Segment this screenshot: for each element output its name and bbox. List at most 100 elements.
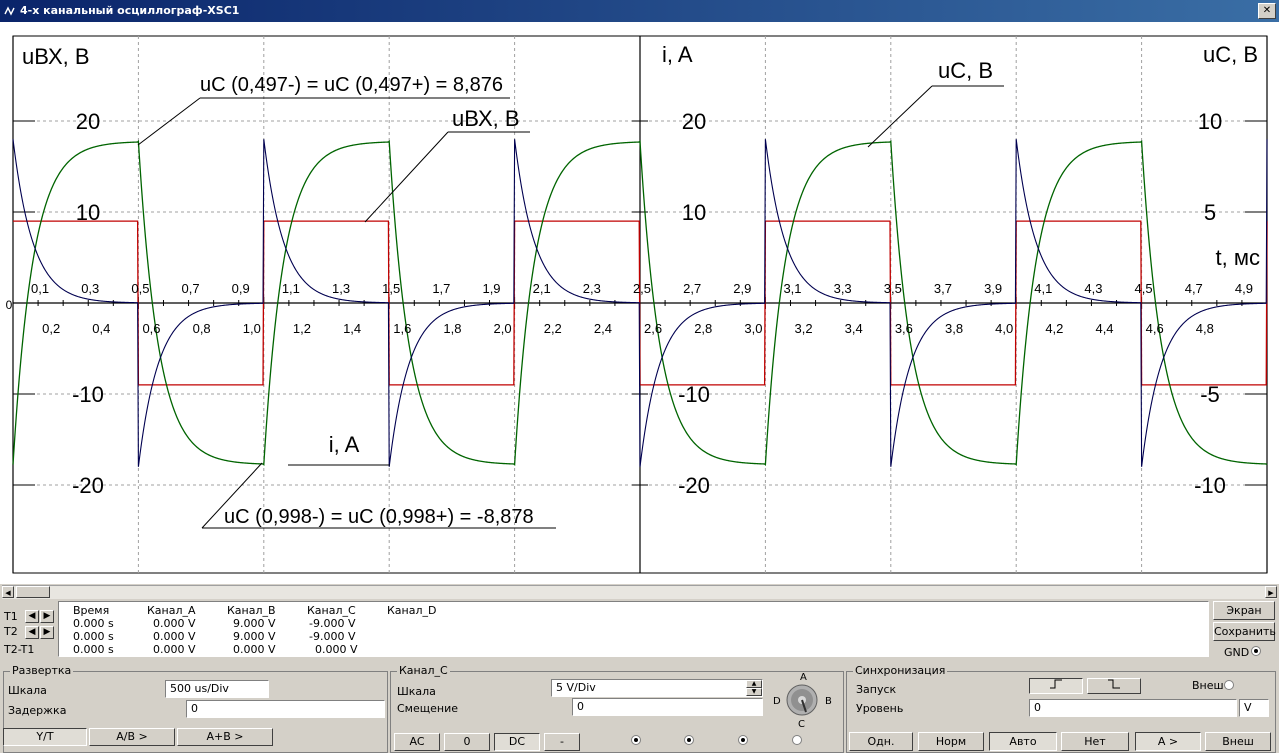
time-label-bottom: 3,2 [795,321,813,336]
time-label-top: 4,5 [1135,281,1153,296]
time-label-top: 2,3 [583,281,601,296]
scroll-thumb[interactable] [16,586,50,598]
gnd-label: GND [1224,646,1250,659]
t2-right-arrow-button[interactable]: ▶ [40,626,54,639]
trigger-external-radio[interactable] [1224,680,1234,690]
trigger-normal-button[interactable]: Норм [918,732,984,751]
time-label-bottom: 4,8 [1196,321,1214,336]
close-button[interactable]: ✕ [1258,3,1276,19]
time-label-top: 3,1 [783,281,801,296]
mode-yt-button[interactable]: Y/T [3,728,87,746]
time-label-bottom: 1,2 [293,321,311,336]
window-titlebar: 4-х канальный осциллограф-XSC1 ✕ [0,0,1279,22]
readout-panel: Время Канал_A Канал_B Канал_C Канал_D 0.… [58,601,1209,657]
time-label-top: 3,5 [884,281,902,296]
rising-edge-icon [1050,679,1062,689]
header-channel-c: Канал_C [307,604,356,617]
coupling-minus-button[interactable]: - [544,733,580,751]
time-label-bottom: 1,8 [443,321,461,336]
left-tick-label: 10 [76,200,100,225]
coupling-ac-button[interactable]: AC [394,733,440,751]
time-label-top: 3,9 [984,281,1002,296]
time-label-top: 0,5 [131,281,149,296]
trigger-level-input[interactable]: 0 [1029,699,1237,717]
annotation-current: i, A [329,432,360,457]
timebase-delay-input[interactable]: 0 [186,700,385,718]
row-label-t2-t1: T2-T1 [4,643,35,656]
oscilloscope-screen[interactable]: uВХ, В i, A uC, В t, мс 0 20 20 10 10 10 5 -10 -10 -5… [0,22,1279,584]
right-tick-label: 5 [1204,200,1216,225]
time-label-bottom: 0,8 [193,321,211,336]
time-label-bottom: 2,6 [644,321,662,336]
right-tick-label: -5 [1200,382,1220,407]
row-label-t2: T2 [4,625,18,638]
t1-right-arrow-button[interactable]: ▶ [40,610,54,623]
time-label-top: 0,3 [81,281,99,296]
right-tick-label: -10 [1194,473,1226,498]
right-tick-label: 10 [1198,109,1222,134]
trigger-falling-edge-button[interactable] [1087,678,1141,694]
time-label-bottom: 1,6 [393,321,411,336]
mode-ab-button[interactable]: A/B > [89,728,175,746]
time-label-top: 1,5 [382,281,400,296]
trigger-source-external-button[interactable]: Внеш [1205,732,1271,751]
timebase-scale-input[interactable]: 500 us/Div [165,680,269,698]
channel-c-radio[interactable] [738,735,748,745]
header-time: Время [73,604,110,617]
t2-channel-c: -9.000 V [309,630,356,643]
coupling-zero-button[interactable]: 0 [444,733,490,751]
coupling-dc-button[interactable]: DC [494,733,540,751]
screen-reverse-button[interactable]: Экран [1213,601,1275,620]
time-label-bottom: 4,4 [1095,321,1113,336]
channel-a-radio[interactable] [631,735,641,745]
gnd-radio[interactable] [1251,646,1261,656]
t1-channel-a: 0.000 V [153,617,196,630]
header-channel-a: Канал_A [147,604,196,617]
dt-time: 0.000 s [73,643,114,656]
trigger-rising-edge-button[interactable] [1029,678,1083,694]
scroll-right-arrow[interactable]: ▶ [1265,586,1277,598]
horizontal-scrollbar[interactable]: ◀ ▶ [2,585,1277,599]
t1-time: 0.000 s [73,617,114,630]
trigger-start-label: Запуск [856,683,897,696]
time-label-top: 0,1 [31,281,49,296]
scale-up-arrow[interactable]: ▲ [746,680,762,688]
time-label-top: 1,9 [482,281,500,296]
channel-scale-input[interactable]: 5 V/Div [551,679,763,697]
mode-a-plus-b-button[interactable]: A+B > [177,728,273,746]
time-label-bottom: 3,8 [945,321,963,336]
mid-tick-label: -10 [678,382,710,407]
time-label-bottom: 1,0 [243,321,261,336]
dt-channel-a: 0.000 V [153,643,196,656]
scale-down-arrow[interactable]: ▼ [746,688,762,696]
channel-d-radio[interactable] [792,735,802,745]
annotation-leader [201,462,263,529]
t2-channel-a: 0.000 V [153,630,196,643]
t1-left-arrow-button[interactable]: ◀ [25,610,39,623]
left-tick-label: -20 [72,473,104,498]
time-label-top: 0,7 [182,281,200,296]
channel-b-radio[interactable] [684,735,694,745]
zero-label: 0 [6,298,13,312]
trigger-auto-button[interactable]: Авто [989,732,1057,751]
knob-label-b: B [825,696,832,707]
scroll-left-arrow[interactable]: ◀ [2,586,14,598]
trigger-title: Синхронизация [853,664,948,677]
trigger-none-button[interactable]: Нет [1061,732,1129,751]
annotation-leader [137,97,201,146]
trigger-single-button[interactable]: Одн. [849,732,913,751]
left-tick-label: 20 [76,109,100,134]
annotations: uC (0,497-) = uC (0,497+) = 8,876 uВХ, В u… [137,58,1004,529]
time-label-top: 0,9 [232,281,250,296]
t2-left-arrow-button[interactable]: ◀ [25,626,39,639]
channel-offset-input[interactable]: 0 [572,698,763,716]
save-button[interactable]: Сохранить [1213,622,1276,641]
channel-scale-label: Шкала [397,685,436,698]
channel-selector-knob[interactable] [780,672,840,732]
time-axis-title: t, мс [1216,245,1260,270]
time-label-bottom: 4,0 [995,321,1013,336]
t1-channel-b: 9.000 V [233,617,276,630]
mid-tick-label: 10 [682,200,706,225]
trigger-source-a-button[interactable]: A > [1135,732,1201,751]
trigger-level-unit[interactable]: V [1239,699,1269,717]
